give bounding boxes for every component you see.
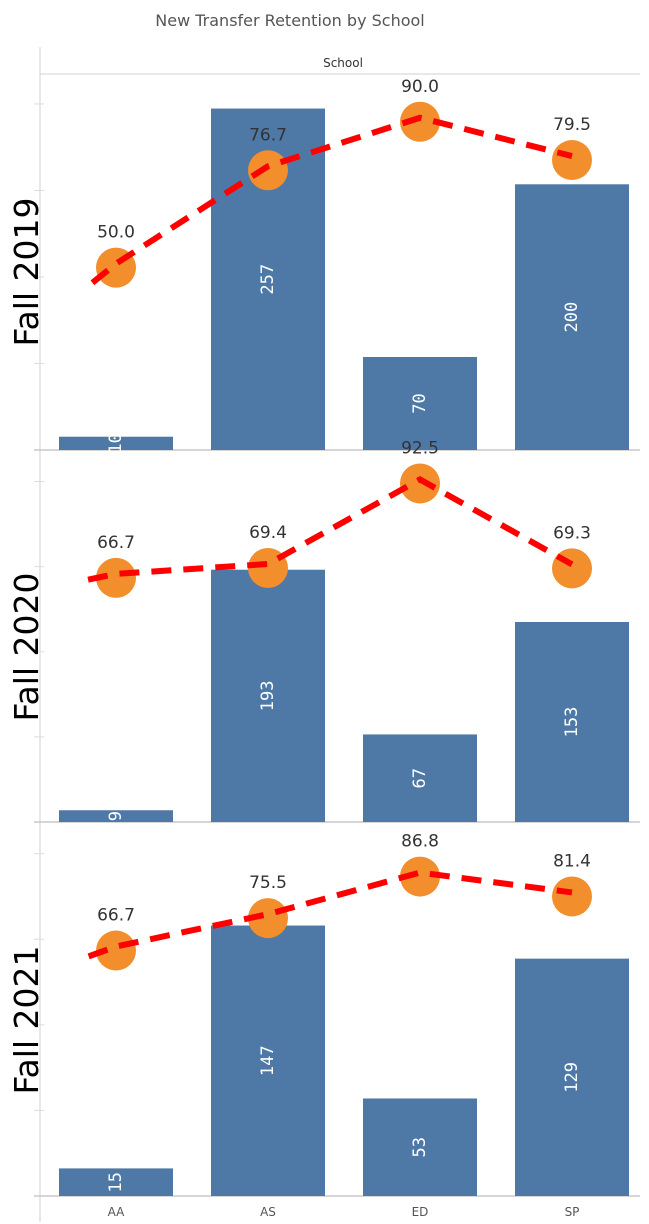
- bar: [515, 622, 629, 822]
- panel-fall-2021: 15 147 53 129 66.7 75.5 86.8 81.4 Fall 2021: [7, 832, 640, 1197]
- bar: [363, 734, 477, 822]
- bar-value-label: 53: [410, 1137, 430, 1157]
- bar-value-label: 129: [562, 1062, 582, 1093]
- retention-marker: [400, 101, 440, 142]
- retention-marker: [400, 856, 440, 897]
- bar: [363, 357, 477, 450]
- retention-marker: [552, 140, 592, 181]
- category-label: AA: [108, 1205, 126, 1219]
- retention-marker: [248, 150, 288, 191]
- bar: [211, 569, 325, 822]
- retention-value-label: 75.5: [249, 873, 287, 893]
- retention-value-label: 90.0: [401, 77, 439, 97]
- term-label: Fall 2020: [7, 573, 46, 722]
- bar-value-label: 193: [258, 681, 278, 712]
- bar: [59, 810, 173, 822]
- retention-value-label: 69.3: [553, 523, 591, 543]
- retention-marker: [552, 876, 592, 917]
- bar: [515, 184, 629, 451]
- trend-line: [87, 869, 573, 960]
- chart-title: New Transfer Retention by School: [155, 11, 424, 30]
- bar: [59, 436, 173, 450]
- retention-marker: [400, 463, 440, 504]
- bar: [211, 925, 325, 1196]
- chart-panels: 10 257 70 200 50.0 76.7 90.0 79.5 Fall 2019 9 193 6…: [7, 47, 640, 1222]
- retention-value-label: 50.0: [97, 223, 135, 243]
- category-label: AS: [260, 1205, 276, 1219]
- bar: [363, 1098, 477, 1196]
- bar-value-label: 10: [106, 433, 126, 453]
- retention-marker: [96, 557, 136, 598]
- bar-value-label: 153: [562, 707, 582, 738]
- retention-value-label: 79.5: [553, 115, 591, 135]
- term-label: Fall 2021: [7, 946, 46, 1095]
- trend-line: [90, 114, 573, 286]
- bar-value-label: 15: [106, 1172, 126, 1192]
- retention-value-label: 81.4: [553, 851, 591, 871]
- retention-marker: [96, 930, 136, 971]
- retention-value-label: 92.5: [401, 438, 439, 458]
- bar-value-label: 257: [258, 264, 278, 295]
- retention-value-label: 69.4: [249, 523, 287, 543]
- term-label: Fall 2019: [7, 198, 46, 347]
- bar-value-label: 9: [106, 811, 126, 821]
- panel-fall-2019: 10 257 70 200 50.0 76.7 90.0 79.5 Fall 2019: [7, 77, 640, 454]
- retention-marker: [552, 548, 592, 589]
- category-label: ED: [412, 1205, 429, 1219]
- bar-value-label: 200: [562, 302, 582, 333]
- retention-value-label: 86.8: [401, 832, 439, 852]
- school-column-header: School: [323, 56, 363, 70]
- trend-line: [87, 476, 574, 583]
- bar: [515, 958, 629, 1196]
- retention-value-label: 66.7: [97, 906, 135, 926]
- retention-value-label: 76.7: [249, 125, 287, 145]
- bar: [59, 1168, 173, 1196]
- retention-value-label: 66.7: [97, 533, 135, 553]
- bar-value-label: 67: [410, 768, 430, 788]
- bar-value-label: 147: [258, 1045, 278, 1076]
- category-label: SP: [565, 1205, 580, 1219]
- bar-value-label: 70: [410, 393, 430, 413]
- panel-fall-2020: 9 193 67 153 66.7 69.4 92.5 69.3 Fall 2020: [7, 438, 640, 823]
- retention-marker: [248, 898, 288, 939]
